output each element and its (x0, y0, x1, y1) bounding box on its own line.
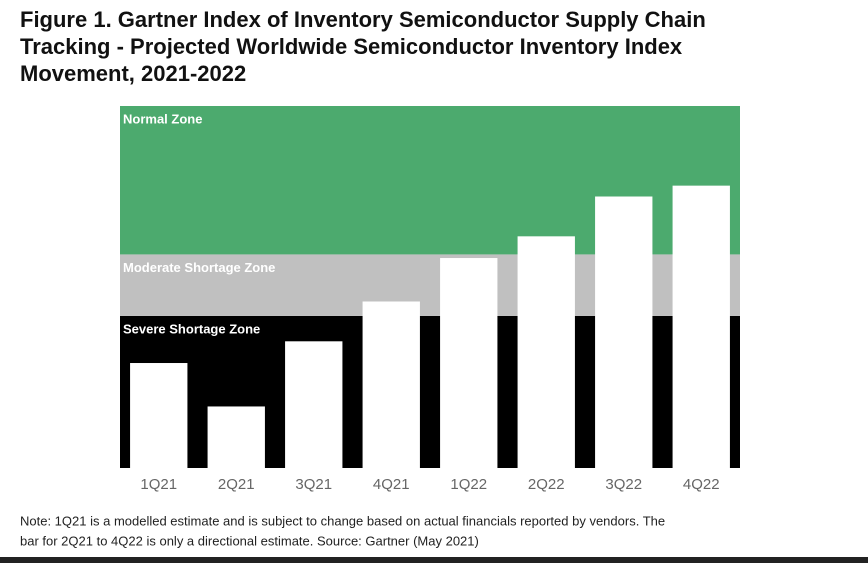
chart-title: Figure 1. Gartner Index of Inventory Sem… (20, 7, 706, 32)
note: Note: 1Q21 is a modelled estimate and is… (20, 513, 665, 528)
note: bar for 2Q21 to 4Q22 is only a direction… (20, 533, 479, 548)
x-tick-label: 2Q21 (218, 476, 255, 493)
bar (207, 406, 265, 468)
chart-title: Tracking - Projected Worldwide Semicondu… (20, 34, 683, 59)
bar (130, 363, 188, 468)
x-tick-label: 1Q21 (140, 476, 177, 493)
zone-label: Normal Zone (123, 111, 202, 126)
x-tick-label: 3Q21 (295, 476, 332, 493)
plot-area: Severe Shortage Zone Moderate Shortage Zo… (120, 106, 740, 493)
x-tick-label: 4Q22 (683, 476, 720, 493)
bar (440, 258, 498, 468)
zone-label: Moderate Shortage Zone (123, 260, 275, 275)
x-tick-label: 4Q21 (373, 476, 410, 493)
bar (595, 196, 653, 468)
bar (362, 301, 420, 468)
x-tick-label: 3Q22 (605, 476, 642, 493)
chart-title: Movement, 2021-2022 (20, 61, 246, 86)
bar (517, 236, 575, 468)
x-tick-label: 1Q22 (450, 476, 487, 493)
zone-label: Severe Shortage Zone (123, 321, 260, 336)
bar (285, 341, 343, 468)
x-tick-label: 2Q22 (528, 476, 565, 493)
bar (672, 185, 730, 468)
bottom-border (0, 557, 868, 563)
